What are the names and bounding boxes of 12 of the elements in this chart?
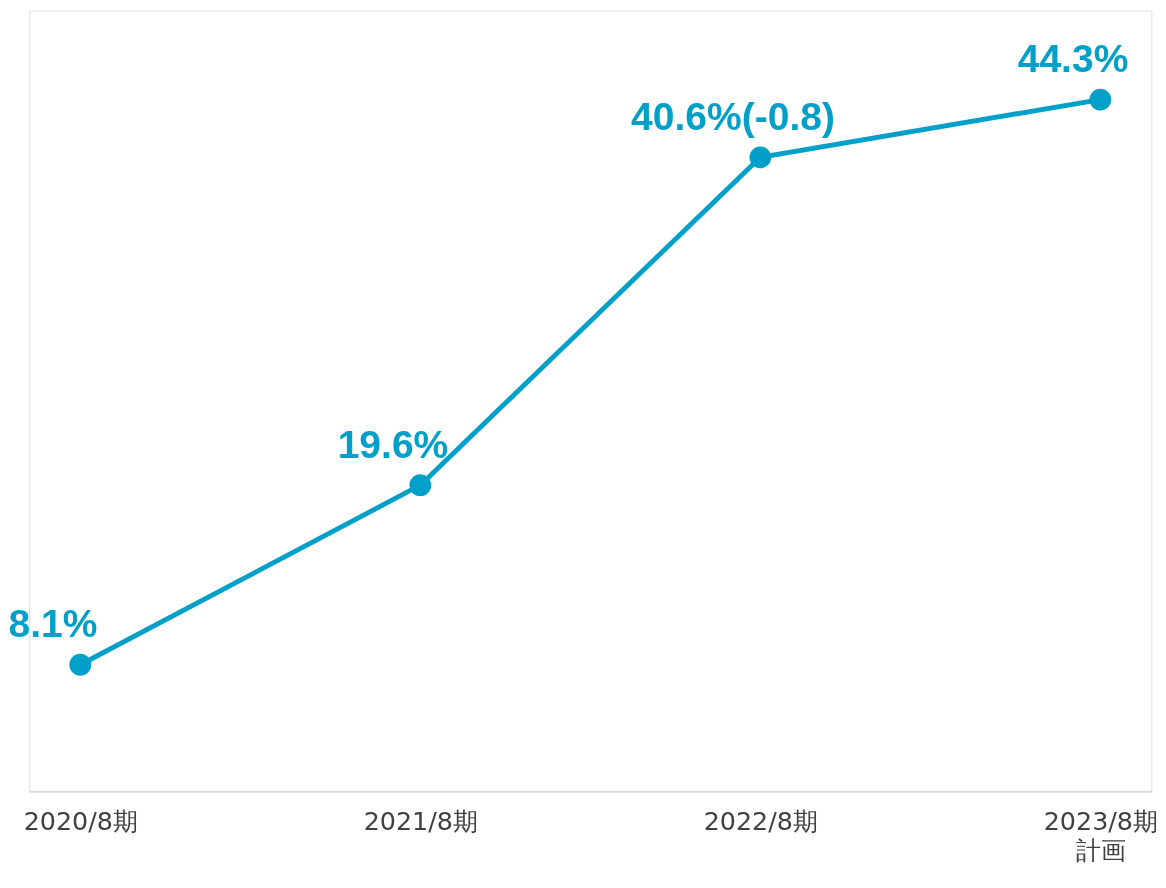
x-tick-label: 2020/8期: [23, 805, 138, 836]
point: [409, 474, 432, 497]
point: [749, 146, 772, 169]
point: [1089, 88, 1112, 111]
x-tick-label: 2022/8期: [703, 805, 818, 836]
data-label: 19.6%: [337, 422, 449, 466]
x-tick-label: 2023/8期計画: [1043, 805, 1158, 865]
data-label: 8.1%: [8, 602, 98, 646]
x-tick-label: 2021/8期: [363, 805, 478, 836]
data-label: 40.6%(-0.8): [631, 95, 835, 139]
data-label: 44.3%: [1017, 37, 1129, 81]
point: [69, 653, 92, 676]
